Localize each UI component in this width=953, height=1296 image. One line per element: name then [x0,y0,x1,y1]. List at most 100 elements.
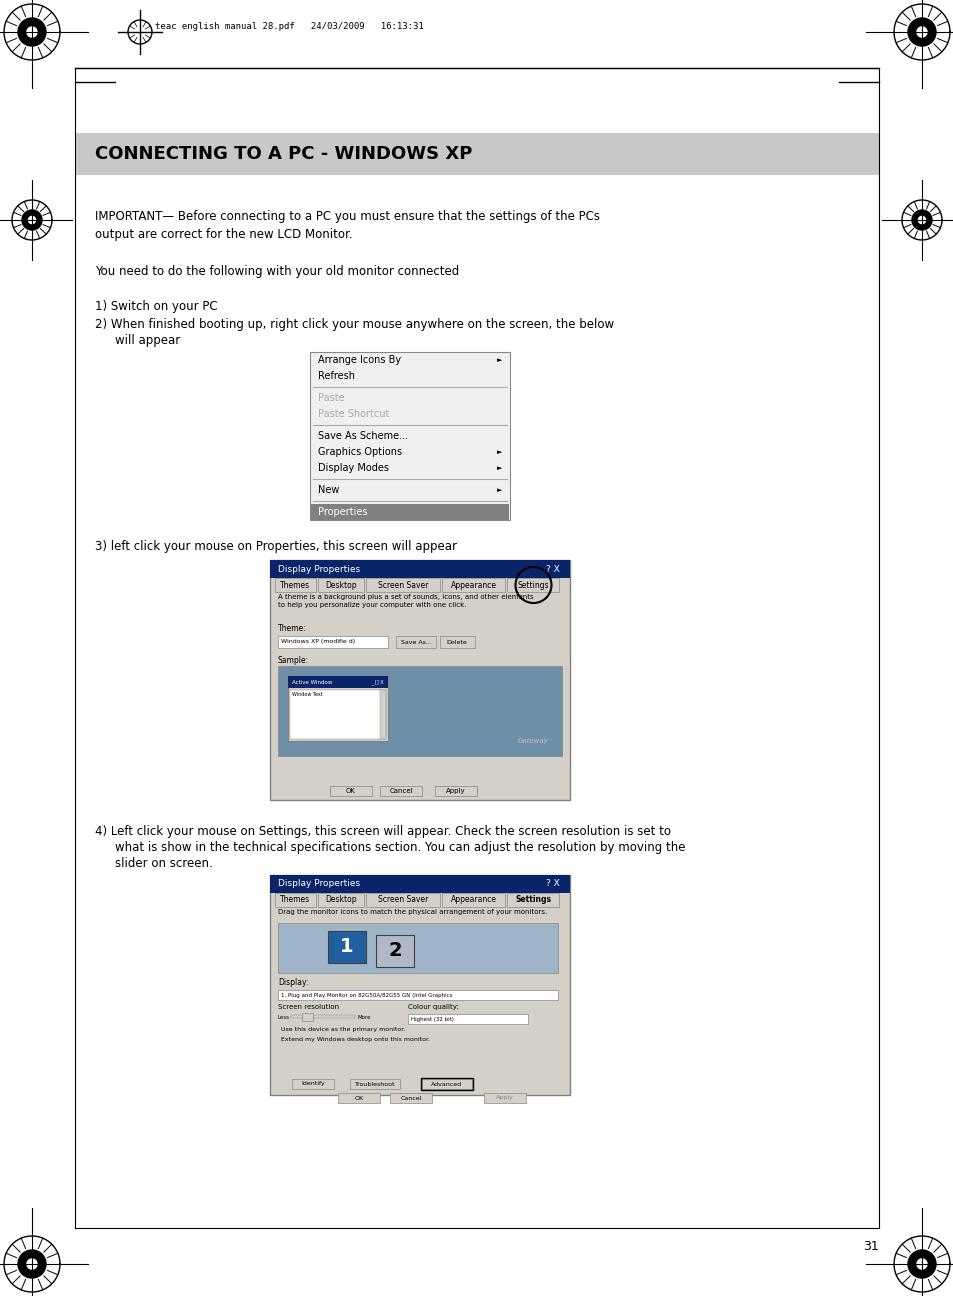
Bar [277,636,388,648]
Bar [379,785,421,796]
Text: Colour quality:: Colour quality: [408,1004,458,1010]
Text: Refresh: Refresh [317,371,355,381]
Bar [310,353,510,520]
Text: slider on screen.: slider on screen. [115,857,213,870]
Bar [291,1015,355,1017]
Text: Paste Shortcut: Paste Shortcut [317,410,389,419]
Text: Highest (32 bit): Highest (32 bit) [411,1017,454,1023]
Bar [270,875,569,1095]
Text: Display Properties: Display Properties [277,880,359,889]
Text: will appear: will appear [115,334,180,347]
Text: Properties: Properties [317,507,367,517]
Text: Drag the monitor icons to match the physical arrangement of your monitors.: Drag the monitor icons to match the phys… [277,908,547,915]
Text: Apply: Apply [446,788,465,794]
Text: You need to do the following with your old monitor connected: You need to do the following with your o… [95,264,458,279]
Circle shape [18,18,46,45]
Bar [442,578,505,592]
Text: 2) When finished booting up, right click your mouse anywhere on the screen, the : 2) When finished booting up, right click… [95,318,614,330]
Bar [288,677,388,688]
Bar [277,923,558,973]
Text: IMPORTANT— Before connecting to a PC you must ensure that the settings of the PC: IMPORTANT— Before connecting to a PC you… [95,210,599,241]
Text: Troubleshoot: Troubleshoot [355,1081,395,1086]
Circle shape [18,1251,46,1278]
Circle shape [907,1251,935,1278]
Bar [366,578,440,592]
Text: Settings: Settings [517,581,549,590]
Text: ►: ► [497,448,501,455]
Text: Display:: Display: [277,978,308,988]
Text: Desktop: Desktop [325,896,356,905]
Bar [317,578,364,592]
Bar [290,689,386,739]
Circle shape [916,27,926,38]
Text: ? X: ? X [546,565,559,574]
Bar [442,893,505,907]
Bar [379,689,386,739]
Bar [270,560,569,800]
Circle shape [29,216,35,224]
Text: 2: 2 [388,941,401,960]
Bar [311,504,509,520]
Bar [274,578,315,592]
Circle shape [916,1258,926,1269]
Text: ? X: ? X [546,880,559,889]
Text: Screen Saver: Screen Saver [378,581,428,590]
Text: 1) Switch on your PC: 1) Switch on your PC [95,299,217,314]
Text: teac english manual 28.pdf   24/03/2009   16:13:31: teac english manual 28.pdf 24/03/2009 16… [154,22,423,31]
Bar [330,785,372,796]
Text: Gateway: Gateway [517,737,547,744]
Bar [408,1013,527,1024]
Text: Less: Less [277,1015,290,1020]
Text: 1: 1 [340,937,354,956]
Bar [277,990,558,1001]
FancyBboxPatch shape [302,1013,314,1021]
Bar [420,1078,473,1090]
Text: Extend my Windows desktop onto this monitor.: Extend my Windows desktop onto this moni… [281,1037,430,1042]
Bar [277,666,561,756]
Text: 31: 31 [862,1239,878,1252]
Bar [337,1093,379,1103]
Text: 1. Plug and Play Monitor on 82G50A/82G55 GN (Intel Graphics: 1. Plug and Play Monitor on 82G50A/82G55… [281,993,452,998]
Text: Cancel: Cancel [400,1095,421,1100]
Text: New: New [317,485,339,495]
Bar [507,578,558,592]
Text: CONNECTING TO A PC - WINDOWS XP: CONNECTING TO A PC - WINDOWS XP [95,145,472,163]
Text: Window Text: Window Text [292,692,322,697]
Text: Advanced: Advanced [431,1081,462,1086]
Text: Active Window: Active Window [292,679,332,684]
Text: Appearance: Appearance [451,896,497,905]
Bar [439,636,475,648]
Bar [317,893,364,907]
Text: 4) Left click your mouse on Settings, this screen will appear. Check the screen : 4) Left click your mouse on Settings, th… [95,826,670,839]
Bar [270,875,569,893]
Text: Display Properties: Display Properties [277,565,359,574]
Bar [274,893,315,907]
Bar [292,1080,334,1089]
Circle shape [907,18,935,45]
Text: ►: ► [497,465,501,470]
Circle shape [27,1258,37,1269]
Text: Save As Scheme...: Save As Scheme... [317,432,408,441]
Bar [270,560,569,578]
Text: Settings: Settings [515,896,551,905]
Text: OK: OK [355,1095,363,1100]
Text: Themes: Themes [280,896,311,905]
Text: Delete: Delete [446,639,467,644]
Text: Desktop: Desktop [325,581,356,590]
Bar [390,1093,432,1103]
Text: Screen Saver: Screen Saver [378,896,428,905]
Text: Windows XP (modifie d): Windows XP (modifie d) [281,639,355,644]
Bar [288,677,388,741]
Bar [435,785,476,796]
Bar [366,893,440,907]
Bar [507,893,558,907]
Text: A theme is a background plus a set of sounds, icons, and other elements
to help : A theme is a background plus a set of so… [277,594,533,608]
Bar [421,1080,472,1089]
Bar [375,934,414,967]
Bar [75,133,878,175]
Text: OK: OK [346,788,355,794]
Text: 3) left click your mouse on Properties, this screen will appear: 3) left click your mouse on Properties, … [95,540,456,553]
Bar [350,1080,399,1089]
Text: Screen resolution: Screen resolution [277,1004,338,1010]
Bar [395,636,436,648]
